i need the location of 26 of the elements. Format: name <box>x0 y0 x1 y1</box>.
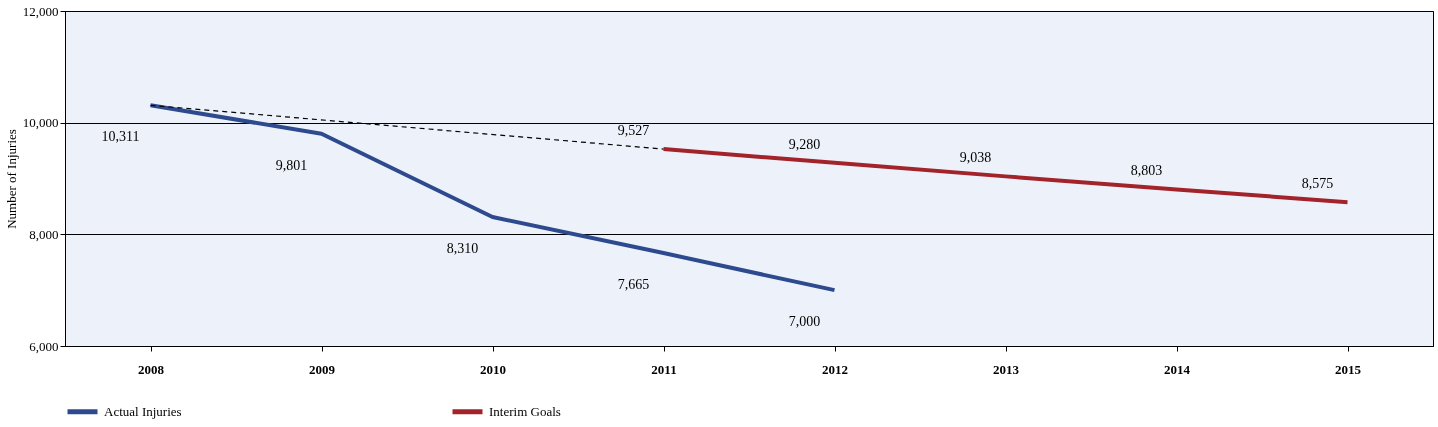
data-label: 7,000 <box>788 314 821 330</box>
x-tick-label: 2009 <box>309 361 336 377</box>
data-label: 8,310 <box>446 241 479 257</box>
legend-label: Interim Goals <box>489 403 561 419</box>
y-axis-title: Number of Injuries <box>3 129 19 229</box>
x-tick-label: 2011 <box>651 361 677 377</box>
data-label: 9,280 <box>788 136 821 152</box>
x-tick-label: 2014 <box>1164 361 1191 377</box>
x-tick-label: 2013 <box>993 361 1020 377</box>
data-label: 9,801 <box>275 157 308 173</box>
y-tick-label: 6,000 <box>29 338 59 354</box>
data-label: 7,665 <box>617 277 650 293</box>
y-tick-label: 10,000 <box>22 115 59 131</box>
x-tick-label: 2012 <box>822 361 848 377</box>
y-tick-label: 12,000 <box>22 3 59 19</box>
y-tick-label: 8,000 <box>29 226 59 242</box>
data-label: 8,803 <box>1130 163 1163 179</box>
line-series <box>148 103 837 293</box>
data-label: 9,527 <box>617 123 650 139</box>
legend-label: Actual Injuries <box>104 403 182 419</box>
data-label: 10,311 <box>101 129 140 145</box>
x-tick-label: 2010 <box>480 361 506 377</box>
data-label: 8,575 <box>1301 176 1334 192</box>
data-label: 9,038 <box>959 150 992 166</box>
x-tick-label: 2015 <box>1335 361 1362 377</box>
x-tick-label: 2008 <box>138 361 165 377</box>
